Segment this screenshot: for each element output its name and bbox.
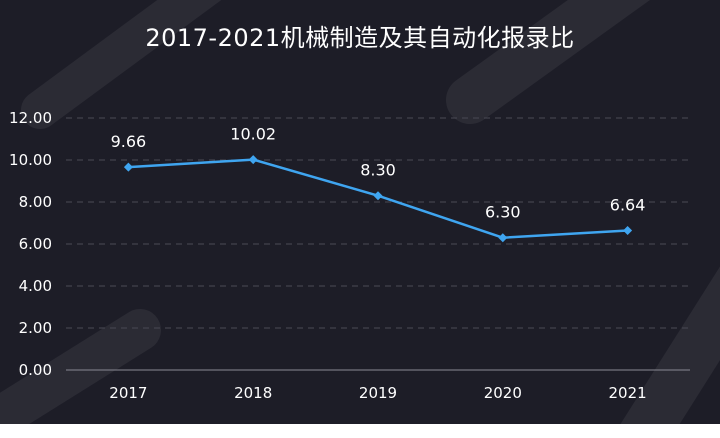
y-axis-tick-labels: 0.00 2.00 4.00 6.00 8.00 10.00 12.00 xyxy=(9,109,52,379)
x-tick-label: 2019 xyxy=(359,384,397,402)
y-tick-label: 2.00 xyxy=(19,319,52,337)
data-point xyxy=(498,233,508,243)
bottom-band xyxy=(0,424,720,438)
data-point xyxy=(248,155,258,165)
data-label: 9.66 xyxy=(111,132,147,151)
data-label: 8.30 xyxy=(360,161,396,180)
chart-title: 2017-2021机械制造及其自动化报录比 xyxy=(145,24,575,52)
y-tick-label: 12.00 xyxy=(9,109,52,127)
data-label: 6.64 xyxy=(610,196,646,215)
y-tick-label: 0.00 xyxy=(19,361,52,379)
x-tick-label: 2020 xyxy=(484,384,522,402)
y-tick-label: 6.00 xyxy=(19,235,52,253)
data-point xyxy=(373,191,383,201)
data-label: 10.02 xyxy=(230,125,276,144)
data-labels: 9.66 10.02 8.30 6.30 6.64 xyxy=(111,125,646,222)
x-tick-label: 2021 xyxy=(609,384,647,402)
grid-lines xyxy=(66,117,690,329)
data-label: 6.30 xyxy=(485,203,521,222)
x-axis-tick-labels: 2017 2018 2019 2020 2021 xyxy=(109,384,646,402)
data-points xyxy=(123,155,633,243)
data-point xyxy=(623,226,633,236)
x-tick-label: 2018 xyxy=(234,384,272,402)
x-tick-label: 2017 xyxy=(109,384,147,402)
data-point xyxy=(123,162,133,172)
y-tick-label: 4.00 xyxy=(19,277,52,295)
y-tick-label: 10.00 xyxy=(9,151,52,169)
y-tick-label: 8.00 xyxy=(19,193,52,211)
